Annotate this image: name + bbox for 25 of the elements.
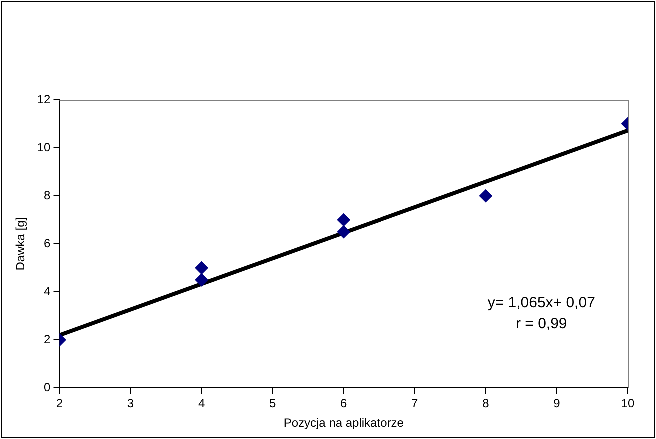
point: [479, 190, 492, 203]
annotation: r = 0,99: [516, 316, 568, 333]
x-tick-label: 9: [554, 396, 561, 411]
annotation: y= 1,065x+ 0,07: [488, 294, 596, 312]
y-axis-title: Dawka [g]: [14, 217, 28, 271]
y-tick-label: 4: [44, 284, 52, 298]
x-tick-label: 10: [621, 396, 635, 411]
y-tick-label: 2: [44, 332, 52, 346]
x-tick-label: 2: [56, 396, 64, 411]
point: [337, 214, 350, 227]
y-tick-label: 10: [37, 140, 52, 154]
x-axis-title: Pozycja na aplikatorze: [284, 416, 404, 430]
x-tick-label: 4: [198, 396, 206, 411]
point: [195, 274, 208, 287]
x-tick-label: 7: [412, 396, 419, 411]
y-tick-label: 8: [44, 188, 52, 202]
x-tick-label: 5: [270, 396, 276, 411]
point: [195, 262, 208, 275]
x-tick-label: 6: [340, 396, 348, 411]
y-tick-label: 0: [44, 380, 52, 395]
x-tick-label: 3: [127, 396, 134, 411]
x-tick-label: 8: [482, 396, 490, 411]
y-tick-label: 12: [37, 92, 52, 106]
y-tick-label: 6: [44, 236, 52, 250]
point: [337, 226, 350, 239]
